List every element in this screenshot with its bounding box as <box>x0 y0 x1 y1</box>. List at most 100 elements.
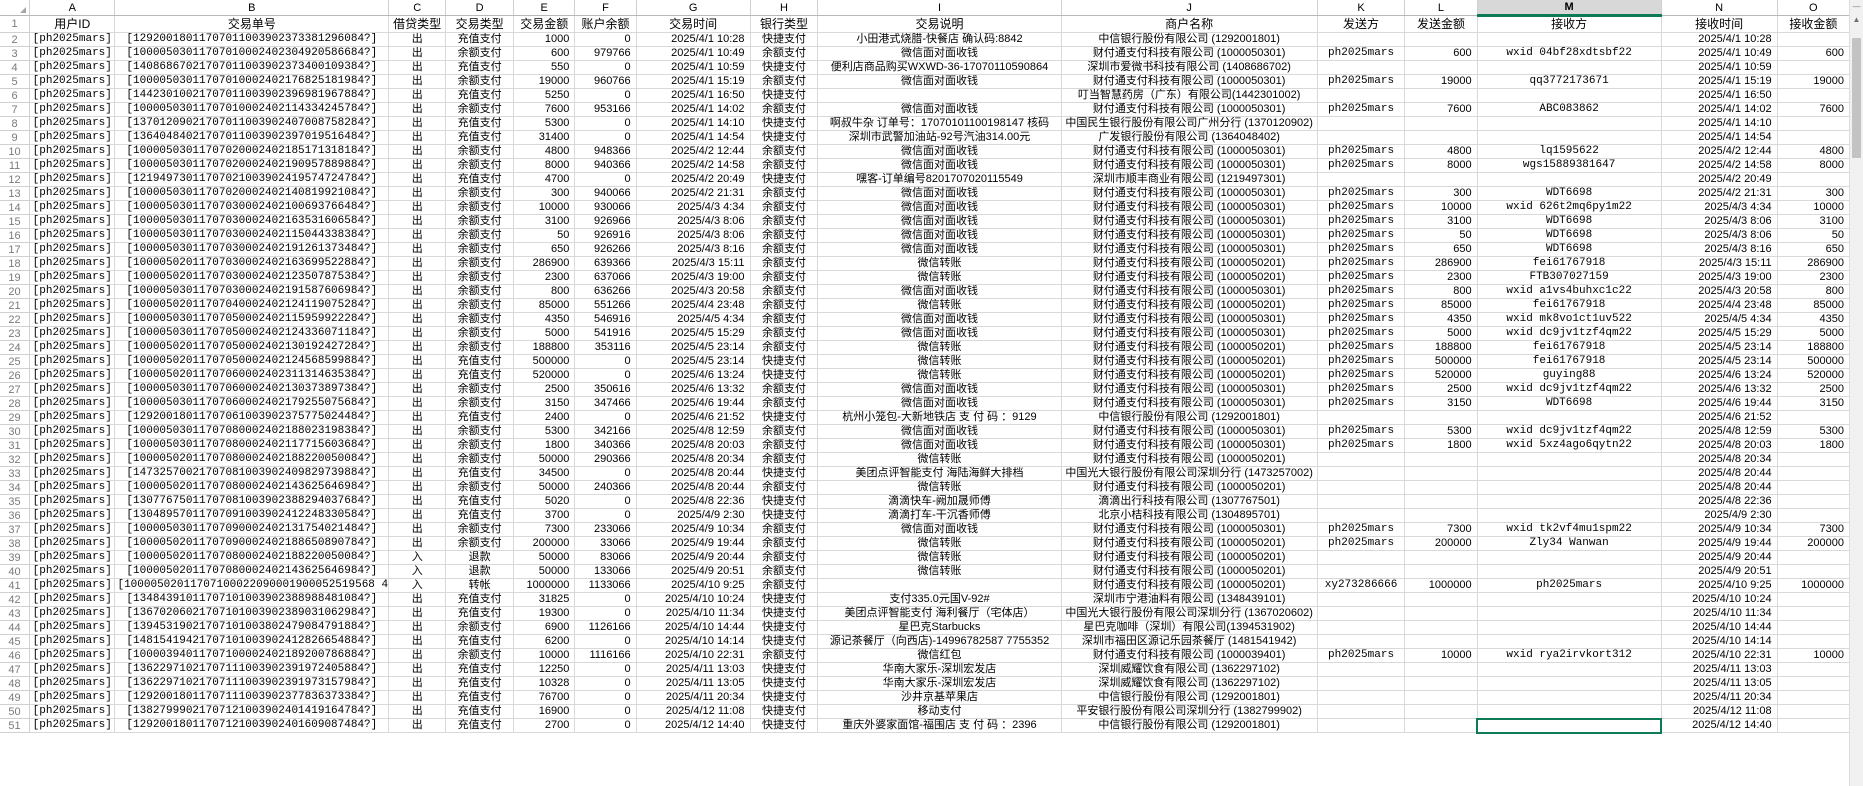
cell-C5[interactable]: 出 <box>388 74 447 89</box>
cell-E19[interactable]: 2300 <box>513 270 576 285</box>
cell-N27[interactable]: 2025/4/6 13:32 <box>1661 382 1778 397</box>
row-number-44[interactable]: 44 <box>0 620 31 635</box>
cell-A29[interactable]: [ph2025mars] <box>29 410 116 425</box>
cell-H13[interactable]: 余额支付 <box>750 186 819 201</box>
cell-B50[interactable]: [13827999021707121003902401419164784?] <box>114 704 390 719</box>
cell-K3[interactable]: ph2025mars <box>1317 46 1406 61</box>
cell-C47[interactable]: 出 <box>388 662 447 677</box>
column-letter-c[interactable]: C <box>388 0 447 16</box>
cell-K46[interactable]: ph2025mars <box>1317 648 1406 663</box>
cell-K23[interactable]: ph2025mars <box>1317 326 1406 341</box>
row-number-1[interactable]: 1 <box>0 15 31 33</box>
row-number-27[interactable]: 27 <box>0 382 31 397</box>
row-number-39[interactable]: 39 <box>0 550 31 565</box>
cell-L3[interactable]: 600 <box>1404 46 1478 61</box>
cell-C19[interactable]: 出 <box>388 270 447 285</box>
cell-I50[interactable]: 移动支付 <box>817 704 1062 719</box>
cell-D9[interactable]: 充值支付 <box>445 130 515 145</box>
cell-G47[interactable]: 2025/4/11 13:03 <box>636 662 751 677</box>
cell-N44[interactable]: 2025/4/10 14:44 <box>1661 620 1778 635</box>
row-number-6[interactable]: 6 <box>0 88 31 103</box>
cell-B8[interactable]: [13701209021707011003902407008758284?] <box>114 116 390 131</box>
column-letter-b[interactable]: B <box>114 0 390 16</box>
cell-C20[interactable]: 出 <box>388 284 447 299</box>
cell-D11[interactable]: 余额支付 <box>445 158 515 173</box>
cell-E13[interactable]: 300 <box>513 186 576 201</box>
cell-C38[interactable]: 出 <box>388 536 447 551</box>
row-number-34[interactable]: 34 <box>0 480 31 495</box>
cell-L37[interactable]: 7300 <box>1404 522 1478 537</box>
cell-L38[interactable]: 200000 <box>1404 536 1478 551</box>
cell-A23[interactable]: [ph2025mars] <box>29 326 116 341</box>
cell-O48[interactable] <box>1777 676 1851 691</box>
cell-J39[interactable]: 财付通支付科技有限公司 (1000050201) <box>1061 550 1318 565</box>
cell-F20[interactable]: 636266 <box>574 284 637 299</box>
cell-N43[interactable]: 2025/4/10 11:34 <box>1661 606 1778 621</box>
cell-N9[interactable]: 2025/4/1 14:54 <box>1661 130 1778 145</box>
cell-K37[interactable]: ph2025mars <box>1317 522 1406 537</box>
cell-B31[interactable]: [10000503011707080002402117715603684?] <box>114 438 390 453</box>
cell-H50[interactable]: 快捷支付 <box>750 704 819 719</box>
cell-E24[interactable]: 188800 <box>513 340 576 355</box>
cell-M17[interactable]: WDT6698 <box>1477 242 1662 257</box>
cell-C31[interactable]: 出 <box>388 438 447 453</box>
cell-L20[interactable]: 800 <box>1404 284 1478 299</box>
cell-B42[interactable]: [13484391011707101003902388988481084?] <box>114 592 390 607</box>
column-letter-f[interactable]: F <box>574 0 637 16</box>
cell-A44[interactable]: [ph2025mars] <box>29 620 116 635</box>
cell-N34[interactable]: 2025/4/8 20:44 <box>1661 480 1778 495</box>
cell-C49[interactable]: 出 <box>388 690 447 705</box>
cell-N50[interactable]: 2025/4/12 11:08 <box>1661 704 1778 719</box>
cell-O7[interactable]: 7600 <box>1777 102 1851 117</box>
cell-G8[interactable]: 2025/4/1 14:10 <box>636 116 751 131</box>
row-number-30[interactable]: 30 <box>0 424 31 439</box>
cell-H34[interactable]: 余额支付 <box>750 480 819 495</box>
cell-A22[interactable]: [ph2025mars] <box>29 312 116 327</box>
cell-O18[interactable]: 286900 <box>1777 256 1851 271</box>
row-number-17[interactable]: 17 <box>0 242 31 257</box>
cell-N23[interactable]: 2025/4/5 15:29 <box>1661 326 1778 341</box>
cell-H48[interactable]: 快捷支付 <box>750 676 819 691</box>
cell-L27[interactable]: 2500 <box>1404 382 1478 397</box>
cell-B25[interactable]: [10000502011707050002402124568599884?] <box>114 354 390 369</box>
cell-C16[interactable]: 出 <box>388 228 447 243</box>
cell-H10[interactable]: 余额支付 <box>750 144 819 159</box>
cell-A2[interactable]: [ph2025mars] <box>29 32 116 47</box>
cell-B36[interactable]: [13048957011707091003902412248330584?] <box>114 508 390 523</box>
cell-N42[interactable]: 2025/4/10 10:24 <box>1661 592 1778 607</box>
cell-F22[interactable]: 546916 <box>574 312 637 327</box>
cell-G42[interactable]: 2025/4/10 10:24 <box>636 592 751 607</box>
cell-E30[interactable]: 5300 <box>513 424 576 439</box>
cell-D42[interactable]: 充值支付 <box>445 592 515 607</box>
cell-O19[interactable]: 2300 <box>1777 270 1851 285</box>
cell-O25[interactable]: 500000 <box>1777 354 1851 369</box>
cell-E49[interactable]: 76700 <box>513 690 576 705</box>
cell-L49[interactable] <box>1404 690 1478 705</box>
cell-O8[interactable] <box>1777 116 1851 131</box>
cell-L10[interactable]: 4800 <box>1404 144 1478 159</box>
cell-A25[interactable]: [ph2025mars] <box>29 354 116 369</box>
cell-A6[interactable]: [ph2025mars] <box>29 88 116 103</box>
cell-K5[interactable]: ph2025mars <box>1317 74 1406 89</box>
cell-I25[interactable]: 微信转账 <box>817 354 1062 369</box>
cell-B13[interactable]: [10000503011707020002402140819921084?] <box>114 186 390 201</box>
cell-F6[interactable]: 0 <box>574 88 637 103</box>
cell-J32[interactable]: 财付通支付科技有限公司 (1000050201) <box>1061 452 1318 467</box>
cell-D18[interactable]: 余额支付 <box>445 256 515 271</box>
cell-L47[interactable] <box>1404 662 1478 677</box>
cell-F26[interactable]: 0 <box>574 368 637 383</box>
cell-M39[interactable] <box>1477 550 1662 565</box>
cell-F34[interactable]: 240366 <box>574 480 637 495</box>
cell-H2[interactable]: 快捷支付 <box>750 32 819 47</box>
cell-B45[interactable]: [14815419421707101003902412826654884?] <box>114 634 390 649</box>
cell-K17[interactable]: ph2025mars <box>1317 242 1406 257</box>
cell-D19[interactable]: 余额支付 <box>445 270 515 285</box>
cell-N24[interactable]: 2025/4/5 23:14 <box>1661 340 1778 355</box>
cell-D7[interactable]: 余额支付 <box>445 102 515 117</box>
cell-F10[interactable]: 948366 <box>574 144 637 159</box>
cell-L22[interactable]: 4350 <box>1404 312 1478 327</box>
cell-K19[interactable]: ph2025mars <box>1317 270 1406 285</box>
cell-M31[interactable]: wxid 5xz4ago6qytn22 <box>1477 438 1662 453</box>
cell-G12[interactable]: 2025/4/2 20:49 <box>636 172 751 187</box>
cell-F36[interactable]: 0 <box>574 508 637 523</box>
